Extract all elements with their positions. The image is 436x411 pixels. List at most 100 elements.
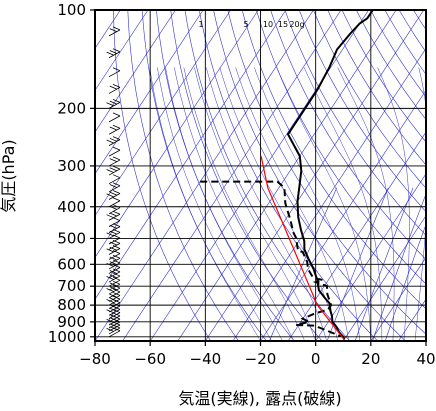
wind-barb: [108, 84, 121, 94]
isotherm-line: [95, 10, 204, 175]
series-layer: [200, 10, 374, 340]
isotherm-line: [95, 10, 176, 133]
wind-barb: [106, 165, 121, 176]
dry-adiabat: [156, 10, 295, 341]
dry-adiabat: [113, 10, 212, 341]
moist-adiabat: [303, 67, 383, 341]
wind-barb: [108, 146, 121, 157]
mixing-ratio-line: [269, 187, 338, 341]
y-tick-label: 700: [57, 277, 86, 295]
isotherm-line: [149, 10, 369, 341]
wind-barb: [108, 182, 121, 193]
wind-barb: [108, 124, 121, 135]
isotherm-line: [205, 10, 425, 341]
wind-barb: [108, 327, 121, 338]
wind-barb: [108, 264, 121, 274]
wind-barb: [109, 10, 110, 11]
dry-adiabat: [227, 10, 426, 335]
isotherm-line: [398, 298, 426, 341]
isotherm-line: [342, 215, 426, 341]
x-tick-label: −80: [79, 350, 111, 368]
wind-barb: [106, 272, 121, 283]
reference-lines: [95, 10, 436, 341]
wind-barb: [108, 156, 121, 167]
dry-adiabat: [256, 10, 426, 285]
y-tick-label: 300: [57, 157, 86, 175]
dry-adiabat: [184, 10, 351, 341]
wind-barb: [108, 174, 121, 185]
wind-barb: [106, 259, 121, 270]
y-tick-label: 500: [57, 229, 86, 247]
moist-adiabat: [235, 67, 350, 341]
moist-adiabat: [157, 67, 272, 341]
wind-barb: [108, 67, 121, 78]
mixing-ratio-labels: 1 5 10 15 20g: [198, 20, 304, 29]
wind-barbs: [106, 10, 121, 338]
wind-barb: [108, 197, 121, 208]
dry-adiabat: [398, 10, 426, 53]
y-tick-label: 100: [57, 1, 86, 19]
isotherm-line: [95, 10, 149, 91]
dry-adiabat: [384, 10, 426, 75]
wind-barb: [108, 204, 121, 215]
moist-adiabat: [276, 67, 372, 341]
dry-adiabat: [284, 10, 426, 236]
moist-adiabat: [414, 67, 426, 341]
wind-barb: [106, 210, 121, 221]
isotherm-line: [287, 131, 426, 341]
dry-adiabat: [327, 10, 426, 166]
x-tick-label: 0: [311, 350, 321, 368]
y-tick-label: 600: [57, 255, 86, 273]
x-tick-label: 20: [361, 350, 380, 368]
dewpoint-profile: [200, 180, 346, 340]
wind-barb: [108, 288, 121, 299]
wind-barb: [108, 299, 121, 309]
mixing-ratio-label: 15: [278, 20, 288, 29]
y-axis-title: 気圧(hPa): [0, 139, 18, 212]
mixing-ratio-label: 20g: [289, 20, 304, 29]
y-tick-label: 800: [57, 296, 86, 314]
x-tick-label: 40: [416, 350, 435, 368]
mixing-ratio-label: 10: [263, 20, 273, 29]
dry-adiabat: [428, 10, 436, 341]
wind-barb: [108, 250, 121, 260]
wind-barb: [108, 292, 121, 302]
moist-adiabat: [174, 67, 294, 341]
wind-barb: [108, 280, 121, 291]
wind-barb: [108, 276, 121, 287]
x-axis: −80 −60 −40 −20 0 20 40: [79, 341, 436, 368]
isotherm-line: [95, 10, 287, 300]
wind-barb: [108, 254, 121, 265]
x-axis-title: 気温(実線), 露点(破線): [178, 389, 341, 408]
isotherm-line: [95, 10, 231, 217]
x-tick-label: −60: [134, 350, 166, 368]
isotherm-line: [95, 10, 314, 341]
wind-barb: [108, 268, 121, 279]
dry-adiabat: [313, 10, 426, 189]
moist-adiabat: [337, 67, 395, 341]
moist-adiabat: [194, 67, 316, 341]
wind-barb: [106, 284, 121, 295]
x-tick-label: −40: [190, 350, 222, 368]
mixing-ratio-line: [372, 193, 426, 341]
moist-adiabat: [183, 67, 305, 341]
dry-adiabat: [241, 10, 426, 310]
y-tick-label: 900: [57, 313, 86, 331]
isotherm-line: [425, 340, 426, 341]
moist-adiabat: [254, 67, 361, 341]
dry-adiabat: [270, 10, 426, 260]
mixing-ratio-line: [384, 223, 426, 341]
wind-barb: [108, 26, 121, 37]
moist-adiabat: [377, 67, 410, 341]
dry-adiabat: [213, 10, 406, 341]
isotherm-line: [95, 10, 259, 258]
x-tick-label: −20: [245, 350, 277, 368]
parcel-path: [260, 155, 345, 340]
moist-adiabat: [149, 67, 261, 341]
wind-barb: [106, 324, 121, 335]
y-tick-label: 200: [57, 99, 86, 117]
wind-barb: [106, 48, 121, 59]
y-tick-label: 1000: [48, 328, 86, 346]
